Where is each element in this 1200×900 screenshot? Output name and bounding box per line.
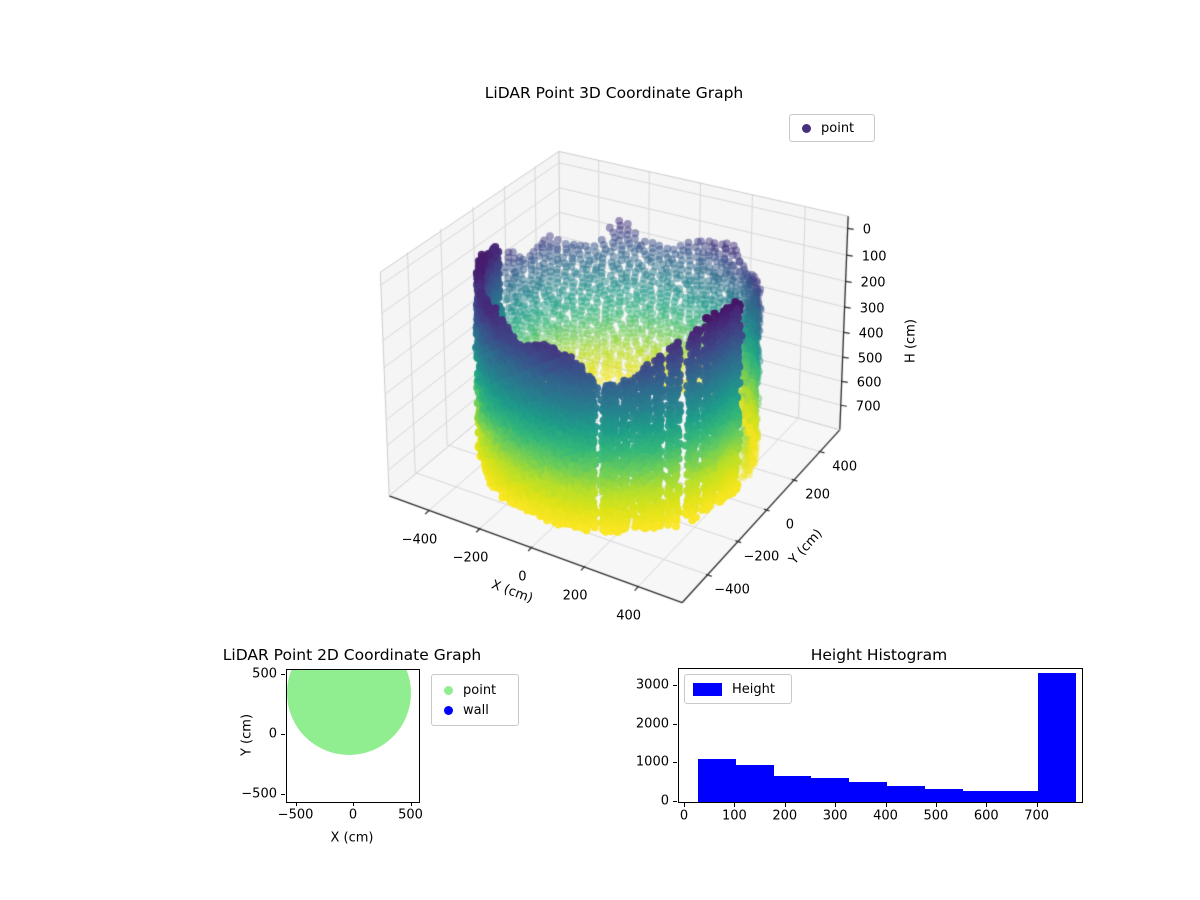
tick-mark xyxy=(281,674,285,676)
plot3d-legend[interactable]: point xyxy=(789,114,875,142)
tick-mark xyxy=(295,802,297,806)
histogram-bar xyxy=(773,775,812,802)
tick-mark xyxy=(784,803,786,807)
tick-mark xyxy=(281,794,285,796)
plot2d-legend[interactable]: point wall xyxy=(431,674,519,726)
point-marker-icon xyxy=(444,685,453,695)
tick-label: 0 xyxy=(679,808,689,824)
tick-label: 300 xyxy=(859,301,885,317)
height-swatch-icon xyxy=(693,682,722,696)
plot2d-title: LiDAR Point 2D Coordinate Graph xyxy=(222,646,482,664)
tick-mark xyxy=(410,802,412,806)
tick-label: 700 xyxy=(855,399,881,415)
histogram-title: Height Histogram xyxy=(810,646,948,664)
histogram-bar xyxy=(848,782,888,802)
tick-label: 1000 xyxy=(635,754,669,770)
plot3d-title: LiDAR Point 3D Coordinate Graph xyxy=(484,84,744,102)
tick-label: 500 xyxy=(252,666,277,682)
tick-label: 400 xyxy=(616,608,642,624)
histogram-bar xyxy=(924,788,963,802)
tick-label: 200 xyxy=(805,487,831,503)
tick-label: 200 xyxy=(562,588,588,604)
plot2d-point-cloud xyxy=(287,670,412,756)
tick-label: 100 xyxy=(861,249,887,265)
plot2d-axes xyxy=(286,669,420,803)
tick-mark xyxy=(673,762,677,764)
point-marker-icon xyxy=(802,123,811,133)
tick-label: −500 xyxy=(277,807,314,823)
histogram-bar xyxy=(962,791,1001,802)
histogram-bars xyxy=(679,669,1082,802)
legend-item-wall: wall xyxy=(440,702,508,719)
tick-label: −400 xyxy=(401,532,438,548)
legend-label: Height xyxy=(732,681,775,697)
tick-label: 0 xyxy=(348,807,358,823)
histogram-bar xyxy=(697,758,736,802)
histogram-legend[interactable]: Height xyxy=(684,674,792,704)
tick-label: 3000 xyxy=(635,677,669,693)
tick-label: −200 xyxy=(743,549,780,565)
tick-label: 500 xyxy=(923,808,949,824)
histogram-bar xyxy=(810,778,850,802)
legend-label: wall xyxy=(463,702,489,718)
tick-label: −400 xyxy=(714,582,750,598)
tick-label: 0 xyxy=(862,222,871,238)
tick-mark xyxy=(353,802,355,806)
histogram-bar xyxy=(886,785,925,802)
plot3d-zaxis-label: H (cm) xyxy=(903,319,919,363)
tick-label: 600 xyxy=(856,375,882,391)
tick-mark xyxy=(885,803,887,807)
tick-label: 500 xyxy=(398,807,423,823)
plot3d-canvas xyxy=(290,115,970,645)
tick-mark xyxy=(673,801,677,802)
tick-mark xyxy=(1036,803,1038,807)
tick-label: 400 xyxy=(832,459,858,475)
legend-item-height: Height xyxy=(693,681,781,698)
legend-item-point: point xyxy=(440,682,508,699)
histogram-bar xyxy=(1037,673,1076,802)
tick-label: 500 xyxy=(857,351,883,367)
legend-label: point xyxy=(463,682,497,698)
plot2d-yaxis-label: Y (cm) xyxy=(239,713,255,757)
tick-mark xyxy=(986,803,988,807)
tick-mark xyxy=(835,803,837,807)
tick-label: 600 xyxy=(973,808,999,824)
tick-label: −500 xyxy=(241,786,277,802)
tick-label: 0 xyxy=(268,726,277,742)
tick-mark xyxy=(935,803,937,807)
tick-label: 400 xyxy=(873,808,898,824)
tick-label: 0 xyxy=(785,517,795,533)
tick-mark xyxy=(734,803,736,807)
wall-marker-icon xyxy=(444,705,453,715)
histogram-bar xyxy=(999,791,1039,802)
histogram-bar xyxy=(735,764,774,802)
legend-item-point: point xyxy=(798,120,864,137)
tick-mark xyxy=(281,734,285,736)
tick-label: 0 xyxy=(518,569,527,585)
legend-label: point xyxy=(821,120,855,136)
tick-label: 400 xyxy=(858,326,884,342)
tick-mark xyxy=(673,685,677,686)
tick-label: 100 xyxy=(721,808,747,824)
tick-label: 200 xyxy=(860,275,886,291)
tick-mark xyxy=(673,723,677,725)
tick-label: 0 xyxy=(660,793,669,809)
tick-label: 2000 xyxy=(635,716,669,732)
tick-label: −200 xyxy=(452,550,489,566)
tick-label: 200 xyxy=(772,808,798,824)
tick-mark xyxy=(684,803,686,807)
tick-label: 300 xyxy=(822,808,848,824)
plot2d-xaxis-label: X (cm) xyxy=(330,830,374,846)
tick-label: 700 xyxy=(1024,808,1050,824)
